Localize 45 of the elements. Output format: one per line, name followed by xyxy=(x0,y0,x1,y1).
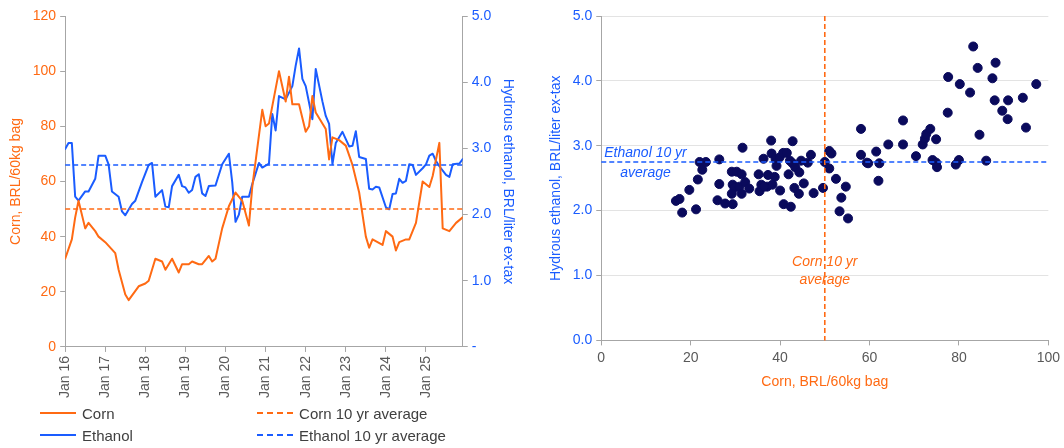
y2-axis-title: Hydrous ethanol, BRL/liter ex-tax xyxy=(500,78,517,285)
y-tick-label: 1.0 xyxy=(572,266,593,283)
x-tick-label: Jan 23 xyxy=(336,355,353,399)
y2-tick-label: 2.0 xyxy=(471,205,492,222)
ref-line-label: Corn 10 yr average xyxy=(792,252,859,287)
x-tick-label: Jan 16 xyxy=(56,355,73,399)
y-tick-label: 40 xyxy=(40,227,57,244)
x-tick-label: Jan 20 xyxy=(216,355,233,399)
x-tick-label: 0 xyxy=(597,348,606,365)
x-tick-label: 100 xyxy=(1036,348,1061,365)
x-tick-label: Jan 22 xyxy=(296,355,313,399)
y-tick-label: 120 xyxy=(32,6,57,23)
legend-label: Ethanol xyxy=(82,426,133,444)
y-axis-title: Hydrous ethanol, BRL/liter ex-tax xyxy=(547,75,564,281)
y2-tick-label: 4.0 xyxy=(471,73,492,90)
y-axis-title: Corn, BRL/60kg bag xyxy=(7,118,24,245)
x-tick-label: Jan 21 xyxy=(256,355,273,399)
x-tick-label: 80 xyxy=(951,348,967,365)
x-tick-label: Jan 17 xyxy=(96,355,113,399)
legend-label: Corn xyxy=(82,404,115,422)
x-tick-label: Jan 24 xyxy=(376,355,393,399)
legend-label: Ethanol 10 yr average xyxy=(299,426,446,444)
y2-tick-label: 3.0 xyxy=(471,139,492,156)
ref-line-label: Ethanol 10 yr average xyxy=(604,143,689,180)
y-tick-label: 2.0 xyxy=(572,201,593,218)
x-tick-label: 40 xyxy=(772,348,789,365)
y2-tick-label: 5.0 xyxy=(471,6,492,23)
y2-tick-label: - xyxy=(471,337,477,354)
legend-label: Corn 10 yr average xyxy=(299,404,428,422)
x-axis-title: Corn, BRL/60kg bag xyxy=(761,373,889,390)
y-tick-label: 80 xyxy=(40,117,57,134)
y-tick-label: 5.0 xyxy=(572,6,593,23)
y-tick-label: 60 xyxy=(40,172,57,189)
y-tick-label: 100 xyxy=(32,62,57,79)
x-tick-label: Jan 19 xyxy=(176,355,193,399)
y-tick-label: 3.0 xyxy=(572,136,593,153)
y-tick-label: 0 xyxy=(48,337,57,354)
y-tick-label: 20 xyxy=(40,282,57,299)
x-tick-label: Jan 25 xyxy=(416,355,433,399)
y-tick-label: 0.0 xyxy=(572,331,593,348)
x-tick-label: 60 xyxy=(861,348,878,365)
y-tick-label: 4.0 xyxy=(572,71,593,88)
x-tick-label: Jan 18 xyxy=(136,355,153,399)
y2-tick-label: 1.0 xyxy=(471,271,492,288)
x-tick-label: 20 xyxy=(682,348,699,365)
